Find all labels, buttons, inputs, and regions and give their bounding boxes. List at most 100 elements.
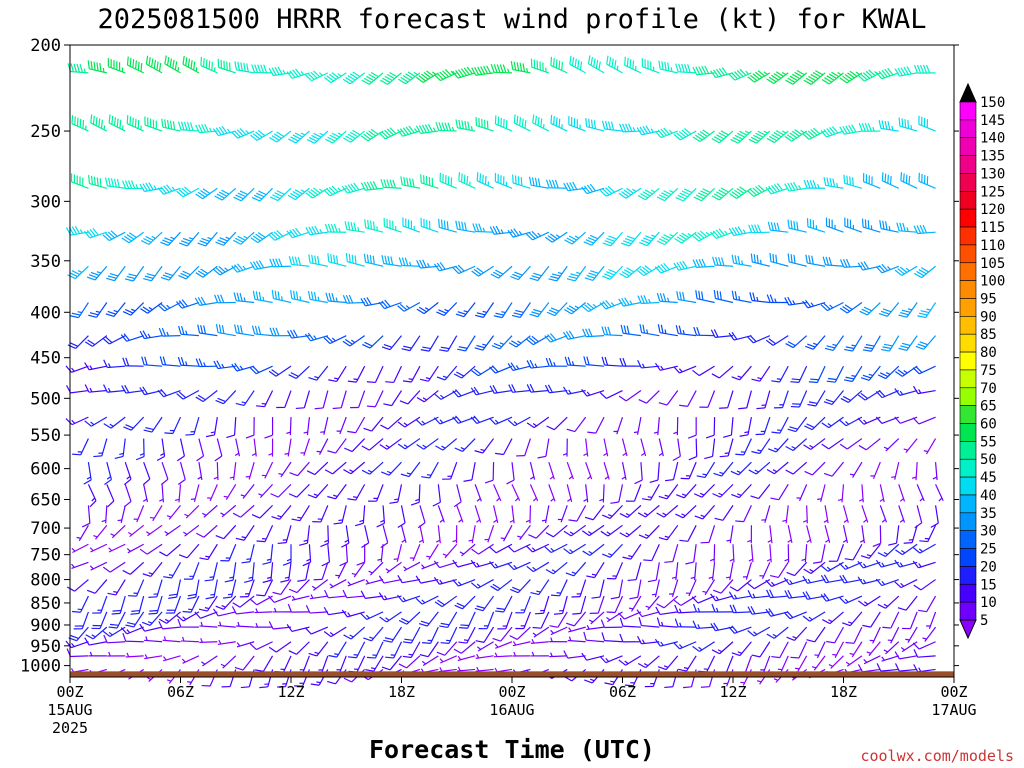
wind-barb bbox=[420, 174, 439, 189]
wind-barb bbox=[803, 70, 826, 85]
wind-barb bbox=[875, 559, 899, 568]
wind-barb bbox=[839, 70, 863, 84]
wind-barb bbox=[747, 525, 753, 544]
wind-barb bbox=[378, 299, 402, 310]
wind-barb bbox=[857, 560, 881, 569]
wind-barb bbox=[494, 173, 513, 189]
wind-barb bbox=[365, 578, 384, 585]
wind-barb bbox=[452, 264, 476, 275]
wind-barb bbox=[839, 574, 863, 584]
wind-barb bbox=[862, 611, 881, 628]
wind-barb bbox=[478, 611, 495, 630]
colorbar-label: 125 bbox=[980, 184, 1005, 200]
wind-barb bbox=[566, 416, 587, 433]
wind-barb bbox=[258, 483, 274, 499]
wind-barb bbox=[457, 335, 476, 352]
wind-barb bbox=[877, 543, 900, 557]
wind-barb bbox=[719, 438, 734, 458]
wind-barb bbox=[400, 525, 407, 543]
colorbar-label: 60 bbox=[980, 417, 997, 433]
wind-barb bbox=[70, 173, 89, 189]
wind-barb bbox=[233, 187, 255, 202]
colorbar-swatch bbox=[959, 387, 977, 406]
wind-barb bbox=[676, 483, 697, 499]
wind-barb bbox=[673, 365, 697, 374]
wind-barb bbox=[271, 289, 292, 304]
wind-barb bbox=[601, 356, 623, 367]
wind-barb bbox=[457, 655, 476, 662]
wind-barb bbox=[475, 116, 494, 132]
wind-barb bbox=[440, 626, 458, 644]
wind-barb bbox=[878, 302, 900, 317]
wind-barb bbox=[891, 462, 900, 480]
wind-barb bbox=[490, 579, 513, 592]
wind-barb bbox=[249, 641, 273, 651]
wind-barb bbox=[840, 390, 863, 403]
wind-barb bbox=[566, 461, 574, 480]
colorbar-label: 40 bbox=[980, 488, 997, 504]
wind-barb bbox=[332, 390, 347, 410]
y-tick-label: 450 bbox=[30, 349, 61, 369]
wind-barb bbox=[784, 181, 807, 192]
plot-frame bbox=[69, 44, 955, 678]
wind-barb bbox=[790, 365, 808, 384]
colorbar-swatch bbox=[959, 512, 977, 531]
wind-barb bbox=[121, 180, 144, 190]
wind-barb bbox=[548, 265, 568, 282]
wind-barb bbox=[879, 484, 885, 503]
wind-barb bbox=[88, 302, 108, 318]
wind-barb bbox=[515, 595, 531, 614]
wind-barb bbox=[175, 299, 200, 309]
wind-barb bbox=[268, 621, 292, 630]
x-tick-date: 15AUG bbox=[47, 701, 92, 719]
wind-barb bbox=[511, 302, 531, 318]
wind-barb bbox=[911, 462, 918, 481]
wind-barb bbox=[731, 290, 752, 304]
wind-barb bbox=[563, 650, 586, 659]
wind-barb bbox=[731, 254, 752, 267]
wind-barb bbox=[619, 524, 642, 538]
wind-barb bbox=[512, 641, 531, 647]
wind-barb bbox=[108, 543, 126, 553]
wind-barb bbox=[802, 299, 826, 309]
wind-barb bbox=[363, 626, 384, 642]
wind-barb bbox=[299, 525, 311, 546]
colorbar-swatch bbox=[959, 173, 977, 192]
wind-barb bbox=[107, 579, 126, 596]
wind-barb bbox=[220, 655, 237, 669]
wind-barb bbox=[509, 626, 531, 640]
wind-barb bbox=[930, 505, 939, 528]
wind-barb bbox=[365, 655, 384, 672]
wind-barb bbox=[397, 438, 421, 450]
colorbar-swatch bbox=[959, 441, 977, 460]
wind-barb bbox=[875, 67, 899, 80]
wind-barb bbox=[383, 217, 402, 233]
wind-barb bbox=[858, 438, 881, 451]
x-tick-label: 00Z bbox=[940, 683, 967, 701]
wind-barb bbox=[489, 561, 513, 569]
wind-barb bbox=[525, 505, 532, 524]
wind-barb bbox=[72, 595, 89, 613]
wind-barb bbox=[182, 55, 200, 74]
colorbar-label: 140 bbox=[980, 131, 1005, 147]
wind-barb bbox=[342, 129, 366, 143]
wind-barb bbox=[345, 253, 365, 267]
wind-barb bbox=[599, 484, 605, 503]
wind-barb bbox=[489, 416, 513, 425]
wind-barb bbox=[510, 579, 531, 594]
wind-barb bbox=[820, 593, 844, 602]
wind-barb bbox=[368, 561, 384, 576]
wind-barb bbox=[765, 335, 789, 346]
wind-barb bbox=[199, 638, 218, 643]
wind-barb bbox=[730, 461, 752, 476]
wind-barb bbox=[606, 562, 624, 580]
wind-barb bbox=[673, 128, 697, 141]
wind-barb bbox=[300, 438, 310, 456]
wind-barb bbox=[235, 390, 255, 407]
wind-barb bbox=[599, 299, 623, 310]
wind-barb bbox=[494, 115, 513, 132]
colorbar-label: 30 bbox=[980, 524, 997, 540]
y-tick-label: 550 bbox=[30, 426, 61, 446]
wind-barb bbox=[348, 655, 366, 673]
